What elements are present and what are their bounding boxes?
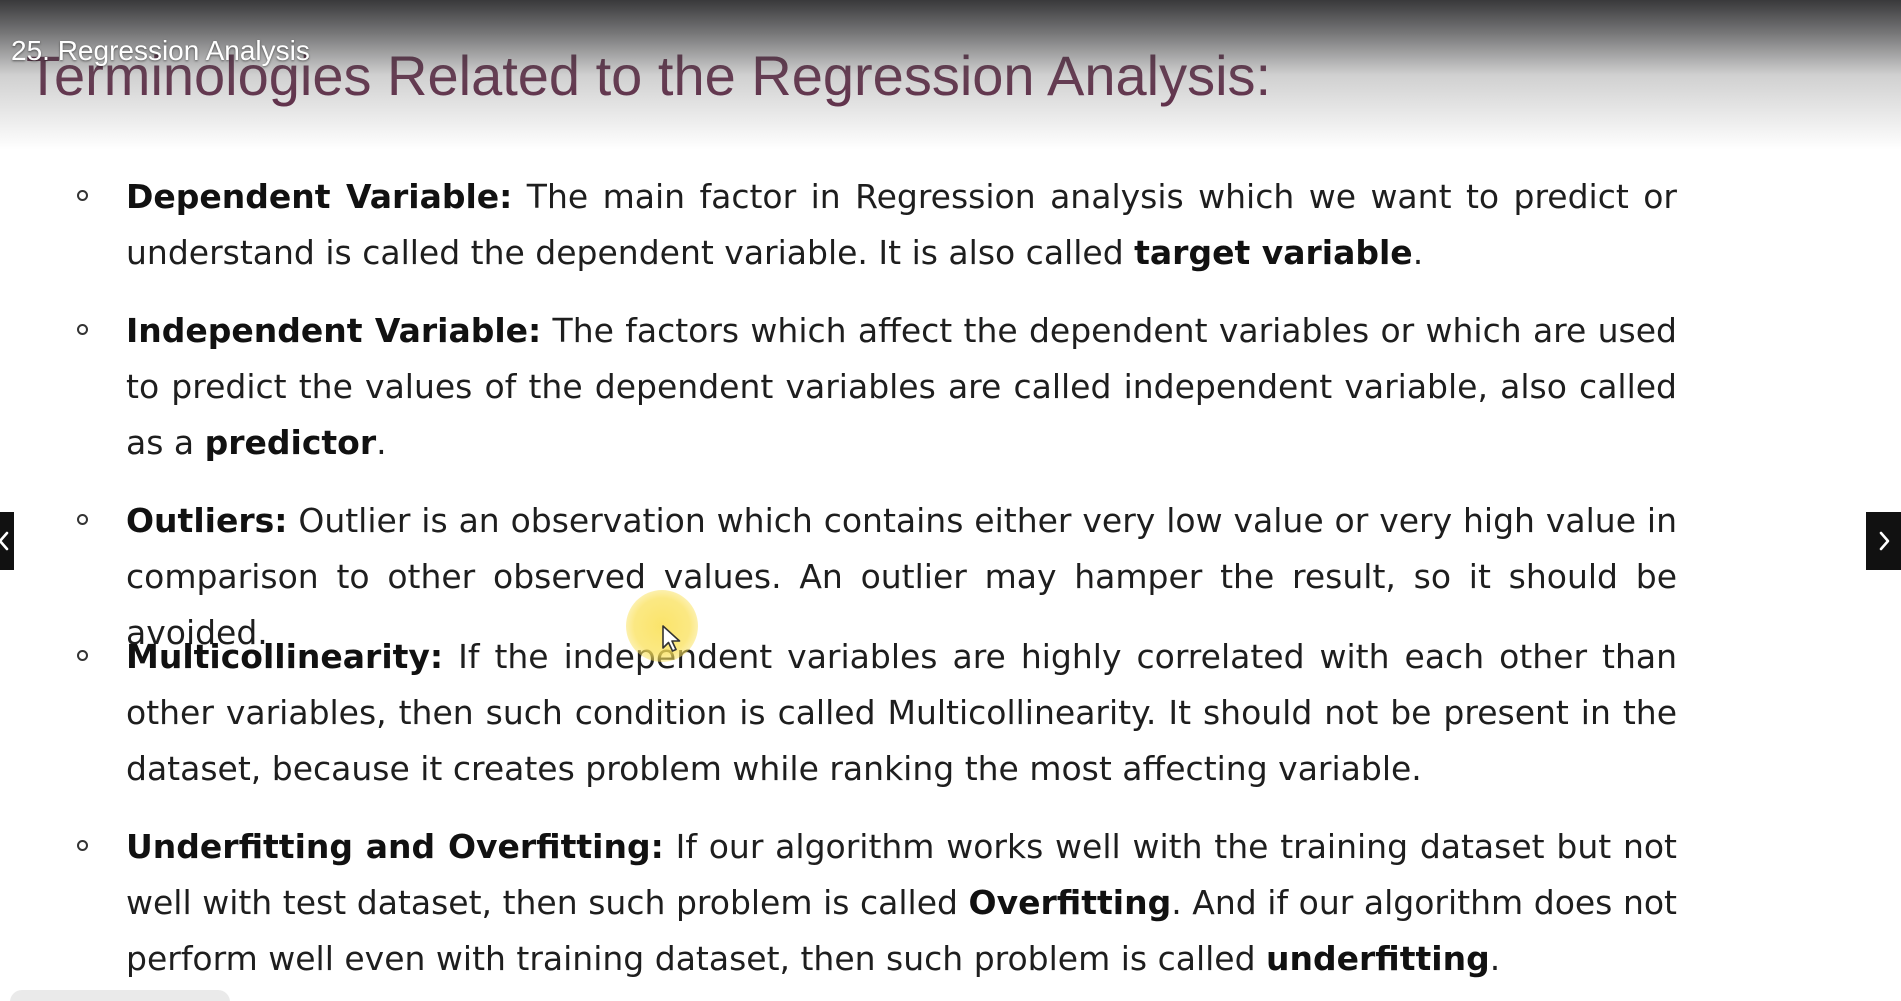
term-keyword: Overfitting xyxy=(968,883,1172,922)
chevron-right-icon xyxy=(1879,531,1890,551)
term-title: Multicollinearity: xyxy=(126,637,444,676)
term-title: Underfitting and Overfitting: xyxy=(126,827,664,866)
previous-button[interactable] xyxy=(0,512,14,570)
term-description: Outlier is an observation which contains… xyxy=(126,501,1677,652)
term-description: If our algorithm works well with the tra… xyxy=(126,827,1678,922)
term-description: . xyxy=(1412,233,1424,272)
term-text: Dependent Variable: The main factor in R… xyxy=(126,177,1677,272)
hollow-circle-bullet-icon xyxy=(77,324,88,335)
term-description: The main factor in Regression analysis w… xyxy=(126,177,1678,272)
hollow-circle-bullet-icon xyxy=(77,190,88,201)
hollow-circle-bullet-icon xyxy=(77,514,88,525)
term-text: Underfitting and Overfitting: If our alg… xyxy=(126,827,1677,978)
list-item-independent-variable: Independent Variable: The factors which … xyxy=(77,303,1677,471)
hollow-circle-bullet-icon xyxy=(77,840,88,851)
bottom-control-hint xyxy=(10,990,230,1001)
term-description: . xyxy=(376,423,387,462)
term-keyword: target variable xyxy=(1134,233,1413,272)
list-item-outliers: Outliers: Outlier is an observation whic… xyxy=(77,493,1677,661)
list-item-dependent-variable: Dependent Variable: The main factor in R… xyxy=(77,169,1677,281)
chevron-left-icon xyxy=(0,531,9,551)
term-text: Outliers: Outlier is an observation whic… xyxy=(126,501,1677,652)
term-keyword: underfitting xyxy=(1266,939,1490,978)
video-title[interactable]: 25. Regression Analysis xyxy=(11,35,310,66)
next-button[interactable] xyxy=(1866,512,1901,570)
list-item-underfitting-overfitting: Underfitting and Overfitting: If our alg… xyxy=(77,819,1677,987)
term-keyword: predictor xyxy=(204,423,377,462)
hollow-circle-bullet-icon xyxy=(77,650,88,661)
term-description: If the independent variables are highly … xyxy=(126,637,1677,788)
term-description: . And if our algorithm does not perform … xyxy=(126,883,1677,978)
term-title: Dependent Variable: xyxy=(126,177,513,216)
term-text: Independent Variable: The factors which … xyxy=(126,311,1677,462)
list-item-multicollinearity: Multicollinearity: If the independent va… xyxy=(77,629,1677,797)
term-title: Outliers: xyxy=(126,501,288,540)
term-text: Multicollinearity: If the independent va… xyxy=(126,637,1677,788)
term-description: . xyxy=(1489,939,1501,978)
term-title: Independent Variable: xyxy=(126,311,542,350)
term-description: The factors which affect the dependent v… xyxy=(126,311,1677,462)
